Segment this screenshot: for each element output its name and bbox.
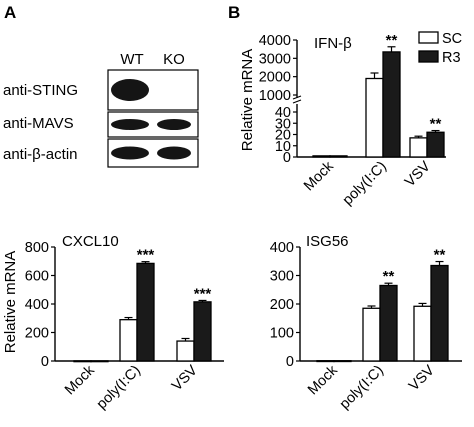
y-tick-label: 4000 (259, 33, 291, 49)
axis-break-mark (292, 99, 302, 104)
category-label: poly(I:C) (337, 363, 387, 413)
bar (329, 155, 348, 158)
category-label: VSV (402, 158, 434, 190)
category-label: poly(I:C) (340, 159, 390, 209)
bar (90, 360, 109, 363)
y-tick-label: 0 (286, 354, 294, 370)
significance-marker: ** (383, 268, 395, 285)
legend: SC R3 (418, 31, 462, 66)
bar (119, 319, 138, 362)
bar (382, 51, 401, 158)
lane-label-wt: WT (120, 51, 143, 68)
blot-band (157, 146, 191, 160)
western-blot: WT KO anti-STING anti-MAVS anti-β-actin (3, 51, 199, 168)
category-label: Mock (305, 362, 341, 398)
category-label: VSV (406, 362, 438, 394)
y-tick-label: 100 (270, 326, 294, 342)
lane-label-ko: KO (163, 51, 185, 68)
significance-marker: ** (434, 247, 446, 264)
panel-letter-b: B (228, 3, 240, 22)
category-label: Mock (301, 158, 337, 194)
bar (430, 264, 449, 362)
blot-band (111, 79, 149, 101)
chart-title: IFN-β (314, 35, 352, 52)
blot-row-label-sting: anti-STING (3, 82, 78, 99)
y-tick-label: 400 (270, 240, 294, 256)
bar (379, 284, 398, 362)
y-tick-label: 200 (270, 297, 294, 313)
significance-marker: *** (194, 285, 212, 302)
category-label: VSV (169, 362, 201, 394)
bar (413, 305, 432, 362)
chart-title: CXCL10 (62, 233, 119, 250)
y-tick-label: 300 (270, 269, 294, 285)
chart-title: ISG56 (306, 233, 349, 250)
y-tick-label: 30 (275, 116, 291, 132)
bar (316, 360, 335, 363)
y-tick-label: 40 (275, 105, 291, 121)
blot-row-label-actin: anti-β-actin (3, 146, 78, 163)
y-tick-label: 0 (41, 354, 49, 370)
bar (73, 360, 92, 363)
bar (176, 340, 195, 362)
y-tick-label: 20 (275, 128, 291, 144)
bar (365, 77, 384, 158)
bar (136, 262, 155, 362)
y-tick-label: 10 (275, 139, 291, 155)
y-tick-label: 200 (25, 326, 49, 342)
bar (312, 155, 331, 158)
bar (426, 131, 445, 158)
significance-marker: *** (137, 247, 155, 264)
legend-swatch (418, 31, 439, 44)
y-axis-label: Relative mRNA (239, 49, 256, 152)
bar (193, 301, 212, 362)
panel-letter-a: A (4, 3, 16, 22)
y-tick-label: 800 (25, 240, 49, 256)
significance-marker: ** (386, 32, 398, 49)
legend-label: R3 (442, 50, 461, 66)
blot-band (111, 146, 149, 160)
y-tick-label: 600 (25, 269, 49, 285)
blot-band (111, 119, 149, 130)
significance-marker: ** (430, 116, 442, 133)
axis-break-mark (292, 95, 302, 100)
blot-row-label-mavs: anti-MAVS (3, 115, 74, 132)
legend-swatch (418, 50, 439, 63)
bar (333, 360, 352, 363)
y-tick-label: 1000 (259, 88, 291, 104)
y-axis-label: Relative mRNA (2, 251, 19, 354)
bar (409, 137, 428, 158)
y-tick-label: 0 (283, 150, 291, 166)
category-label: poly(I:C) (94, 363, 144, 413)
blot-band (157, 119, 191, 130)
chart-cxcl10: 0 200 400 600 800 CXCL10 Relative mRNA *** *** Mo… (2, 233, 224, 413)
legend-label: SC (442, 31, 462, 47)
bar (362, 307, 381, 362)
y-tick-label: 3000 (259, 51, 291, 67)
category-label: Mock (62, 362, 98, 398)
y-tick-label: 2000 (259, 70, 291, 86)
y-tick-label: 400 (25, 297, 49, 313)
